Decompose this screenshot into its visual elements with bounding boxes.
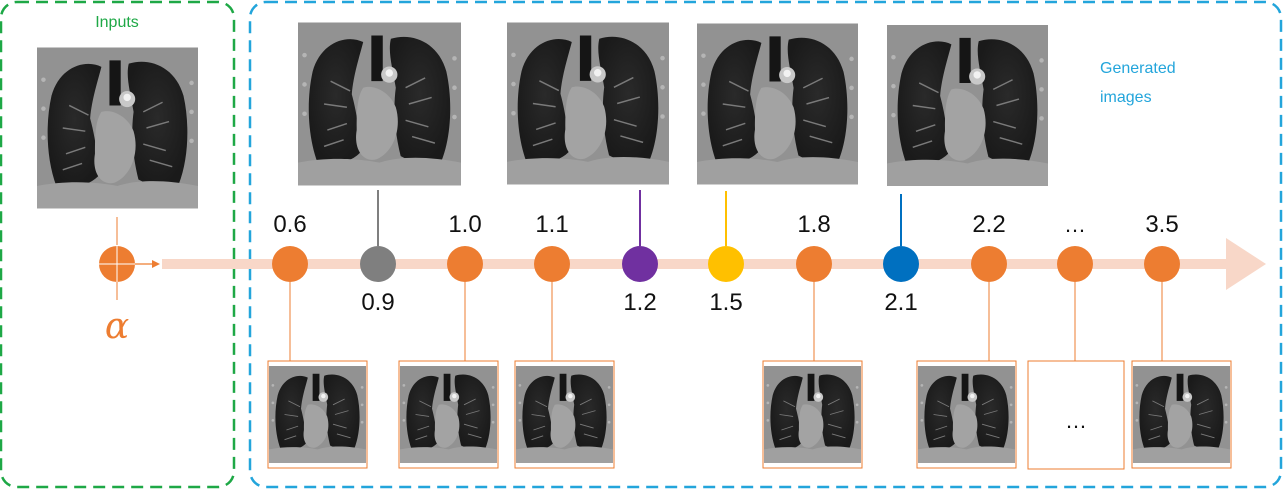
alpha-node-8	[971, 246, 1007, 282]
generated-label-line2: images	[1100, 89, 1152, 106]
alpha-node-2	[447, 246, 483, 282]
generated-image-1.2	[507, 21, 669, 186]
alpha-node-5	[708, 246, 744, 282]
alpha-value-label-0: 0.6	[273, 211, 306, 238]
alpha-value-label-6: 1.8	[797, 211, 830, 238]
alpha-nodes: 0.6 0.9 1.0 1.1 1.2 1.5 1.8 2.1 2.2 … 3.5	[272, 211, 1180, 316]
generated-image-2.2	[918, 365, 1015, 464]
alpha-value-label-4: 1.2	[623, 289, 656, 316]
alpha-value-label-8: 2.2	[972, 211, 1005, 238]
alpha-node-10	[1144, 246, 1180, 282]
inputs-box	[0, 0, 236, 489]
alpha-node-4	[622, 246, 658, 282]
alpha-node-3	[534, 246, 570, 282]
generated-label-line1: Generated	[1100, 60, 1176, 77]
alpha-node-6	[796, 246, 832, 282]
alpha-value-label-3: 1.1	[535, 211, 568, 238]
generated-image-1.5	[697, 22, 858, 186]
alpha-value-label-5: 1.5	[709, 289, 742, 316]
inputs-label: Inputs	[95, 14, 139, 31]
alpha-value-label-2: 1.0	[448, 211, 481, 238]
alpha-symbol: α	[105, 306, 129, 347]
generated-image-3.5	[1133, 365, 1230, 464]
generated-image-1.1	[516, 365, 613, 464]
generated-images-box	[248, 0, 1283, 489]
input-ct-image	[37, 46, 198, 210]
alpha-node-1	[360, 246, 396, 282]
alpha-value-label-10: 3.5	[1145, 211, 1178, 238]
alpha-value-label-9: …	[1064, 212, 1086, 237]
alpha-axis	[162, 259, 1226, 269]
alpha-value-label-1: 0.9	[361, 289, 394, 316]
ellipsis-image-box	[1027, 360, 1125, 470]
generated-image-0.6	[269, 365, 366, 464]
alpha-node-9	[1057, 246, 1093, 282]
alpha-axis-arrowhead	[1226, 238, 1266, 290]
generated-image-0.9	[298, 21, 461, 187]
ellipsis-box-text: …	[1065, 408, 1087, 433]
generated-image-2.1	[887, 24, 1048, 187]
alpha-value-label-7: 2.1	[884, 289, 917, 316]
alpha-node-0	[272, 246, 308, 282]
generated-image-1.0	[400, 365, 497, 464]
generated-image-1.8	[764, 365, 861, 464]
alpha-node-7	[883, 246, 919, 282]
